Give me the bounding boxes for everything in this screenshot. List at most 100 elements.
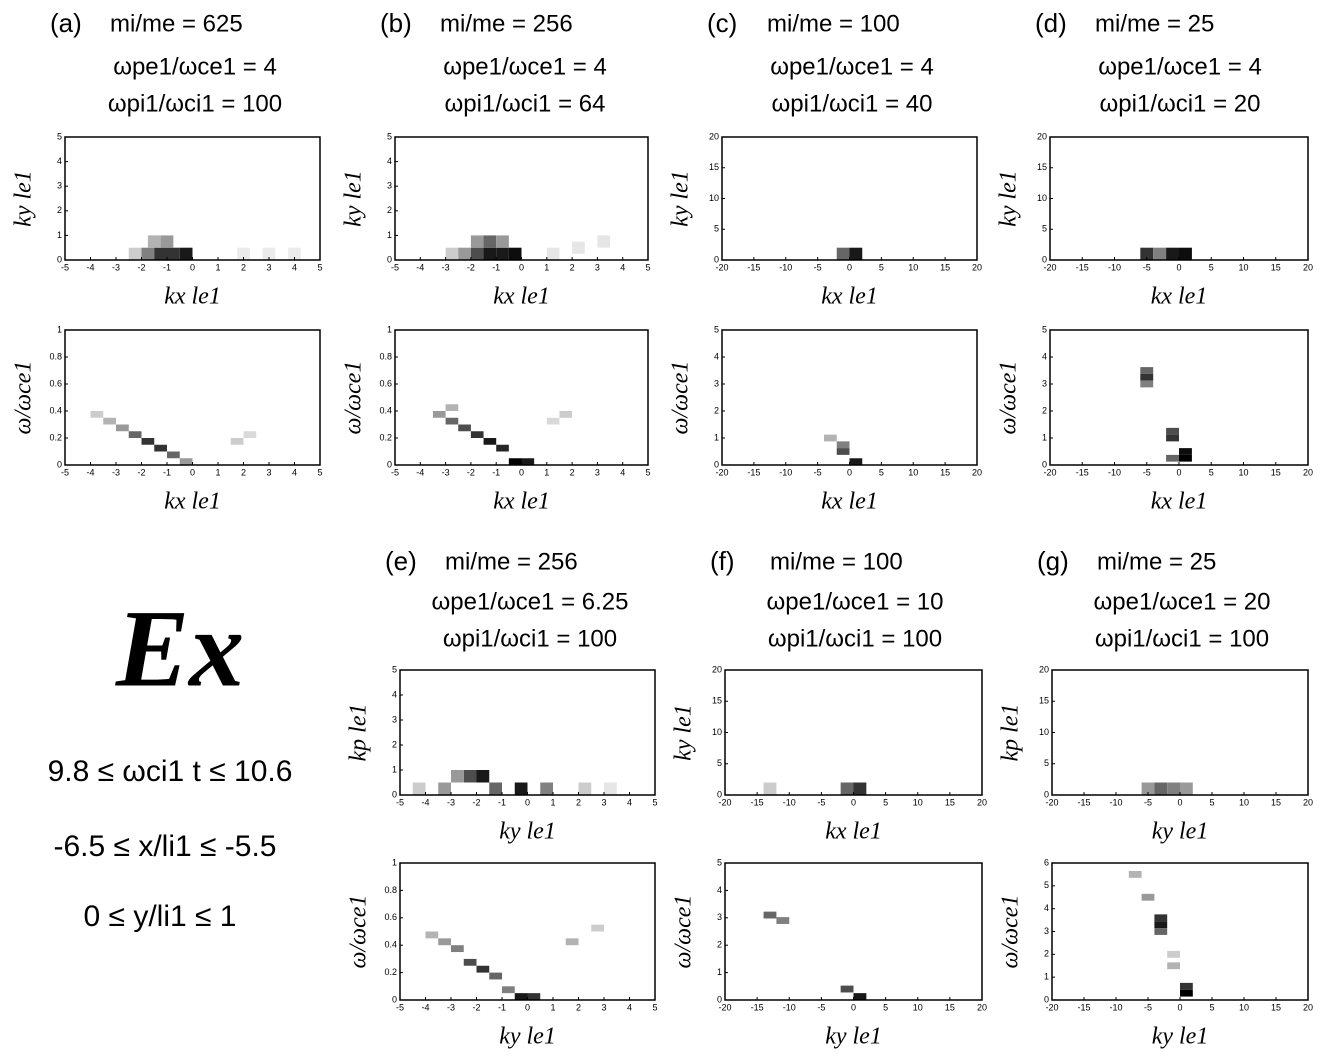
x-tick-label: 20 <box>972 262 982 272</box>
heat-cell <box>836 441 850 449</box>
heat-cell <box>154 247 167 260</box>
heat-cell <box>179 458 193 465</box>
x-tick-label: 3 <box>266 467 271 477</box>
x-tick-label: -2 <box>472 1002 480 1012</box>
x-tick-label: -10 <box>1108 467 1121 477</box>
y-tick-label: 20 <box>712 664 722 674</box>
x-tick-label: -3 <box>112 467 120 477</box>
y-range: 0 ≤ y/li1 ≤ 1 <box>84 900 237 933</box>
x-tick-label: 5 <box>645 262 650 272</box>
x-tick-label: 0 <box>1176 262 1181 272</box>
y-axis-label: ω/ωce1 <box>341 361 367 435</box>
x-tick-label: 20 <box>977 797 987 807</box>
x-tick-label: 10 <box>1239 1002 1249 1012</box>
y-tick-label: 3 <box>1042 378 1047 388</box>
x-tick-label: 15 <box>1271 262 1281 272</box>
heat-cell <box>853 993 867 1000</box>
panel-parameter: mi/me = 100 <box>767 10 900 37</box>
x-tick-label: 5 <box>883 797 888 807</box>
x-tick-label: -10 <box>779 262 792 272</box>
x-tick-label: -5 <box>1144 797 1152 807</box>
x-tick-label: 3 <box>601 797 606 807</box>
x-tick-label: -15 <box>1076 467 1089 477</box>
x-tick-label: 15 <box>945 1002 955 1012</box>
heat-cell <box>243 431 257 438</box>
x-axis-label: kx le1 <box>1151 284 1208 310</box>
x-tick-label: 5 <box>1209 262 1214 272</box>
x-tick-label: -10 <box>783 1002 796 1012</box>
x-tick-label: -2 <box>137 467 145 477</box>
heat-cell <box>1140 380 1154 388</box>
heat-cell <box>288 247 301 260</box>
heat-cell <box>1166 454 1179 462</box>
x-tick-label: -5 <box>817 797 825 807</box>
x-tick-label: 5 <box>879 262 884 272</box>
x-tick-label: 4 <box>292 262 297 272</box>
x-axis-label: kx le1 <box>493 489 550 515</box>
y-tick-label: 15 <box>709 162 719 172</box>
heat-cell <box>451 945 464 953</box>
y-tick-label: 5 <box>717 857 722 867</box>
x-tick-label: -2 <box>467 467 475 477</box>
panel-label: (b) <box>380 8 412 38</box>
heat-cell <box>546 417 560 425</box>
plot-frame <box>64 136 321 261</box>
y-tick-label: 5 <box>714 224 719 234</box>
heat-cell <box>776 917 790 924</box>
x-tick-label: -15 <box>1076 262 1089 272</box>
heat-cell <box>489 782 502 795</box>
heat-cell <box>1166 247 1179 260</box>
x-tick-label: -10 <box>1109 1002 1122 1012</box>
x-tick-label: 0 <box>190 467 195 477</box>
y-axis-label: ω/ωce1 <box>11 361 37 435</box>
y-tick-label: 3 <box>714 378 719 388</box>
x-tick-label: -3 <box>447 797 455 807</box>
x-tick-label: -3 <box>112 262 120 272</box>
x-tick-label: -20 <box>1045 797 1058 807</box>
x-tick-label: -2 <box>472 797 480 807</box>
panel-parameter: ωpe1/ωce1 = 4 <box>113 53 277 80</box>
y-tick-label: 20 <box>1037 131 1047 141</box>
heat-cell <box>128 431 142 438</box>
y-axis-label: ky le1 <box>341 170 367 227</box>
x-axis-label: ky le1 <box>825 1024 882 1050</box>
panel-label: (a) <box>50 8 82 38</box>
x-tick-label: 4 <box>627 1002 632 1012</box>
x-axis-label: kx le1 <box>821 489 878 515</box>
x-tick-label: -20 <box>715 262 728 272</box>
y-tick-label: 0 <box>392 994 397 1004</box>
heat-cell <box>445 417 459 425</box>
x-tick-label: -3 <box>442 262 450 272</box>
x-axis-label: ky le1 <box>499 819 556 845</box>
heat-cell <box>1166 434 1179 442</box>
y-tick-label: 5 <box>1044 758 1049 768</box>
heat-cell <box>508 458 522 465</box>
heat-cell <box>458 247 471 260</box>
x-tick-label: -4 <box>86 467 94 477</box>
heat-cell <box>412 782 426 795</box>
heat-cell <box>141 438 155 445</box>
heat-cell <box>1167 962 1180 970</box>
heat-cell <box>1154 914 1168 922</box>
x-tick-label: 15 <box>945 797 955 807</box>
heat-cell <box>262 247 276 260</box>
y-axis-label: kp le1 <box>346 704 372 762</box>
x-tick-label: -20 <box>1043 467 1056 477</box>
x-tick-label: -5 <box>814 467 822 477</box>
heat-cell <box>824 434 837 442</box>
y-tick-label: 0 <box>392 789 397 799</box>
y-tick-label: 10 <box>1039 727 1049 737</box>
x-tick-label: 2 <box>576 797 581 807</box>
x-tick-label: -5 <box>391 262 399 272</box>
panel-parameter: ωpi1/ωci1 = 64 <box>445 90 606 117</box>
y-axis-label: kp le1 <box>998 704 1024 762</box>
x-axis-label: ky le1 <box>1152 1024 1209 1050</box>
heat-cell <box>1153 247 1167 260</box>
x-tick-label: 10 <box>1239 797 1249 807</box>
y-tick-label: 1 <box>57 230 62 240</box>
panel-parameter: mi/me = 25 <box>1097 548 1216 575</box>
x-tick-label: 15 <box>940 262 950 272</box>
heat-cell <box>565 938 579 946</box>
panel-parameter: ωpe1/ωce1 = 20 <box>1094 588 1271 615</box>
heat-cell <box>1141 893 1155 901</box>
